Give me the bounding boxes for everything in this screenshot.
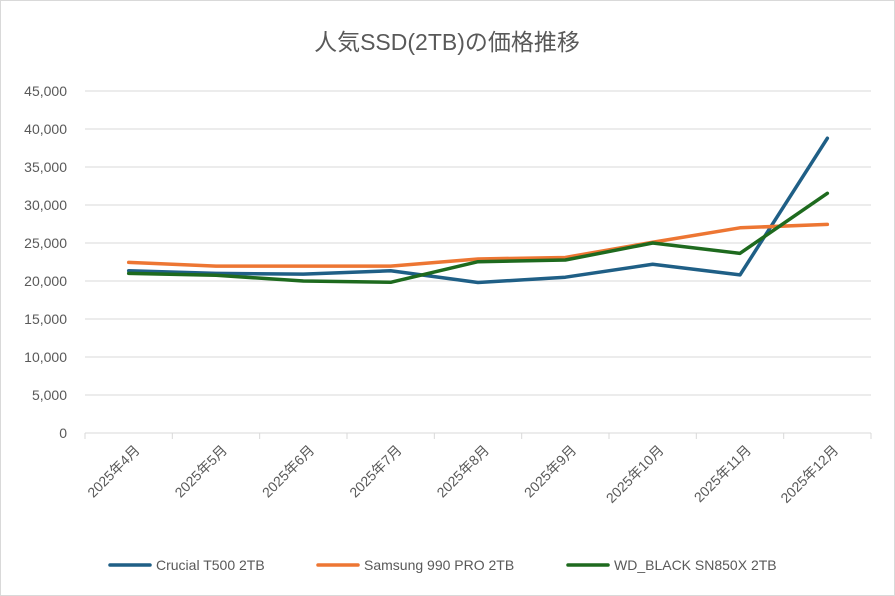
y-tick-label: 15,000 [24,311,67,327]
x-tick-label: 2025年6月 [259,442,318,501]
series-line-1 [126,222,830,268]
legend-label: Samsung 990 PRO 2TB [364,557,514,573]
chart-title: 人気SSD(2TB)の価格推移 [314,29,580,55]
legend-label: WD_BLACK SN850X 2TB [614,557,777,573]
series-line-2 [126,191,830,285]
y-tick-label: 30,000 [24,197,67,213]
legend-label: Crucial T500 2TB [156,557,265,573]
x-tick-label: 2025年10月 [603,442,667,506]
y-tick-label: 40,000 [24,121,67,137]
y-tick-label: 20,000 [24,273,67,289]
x-tick-label: 2025年12月 [777,442,841,506]
x-tick-label: 2025年7月 [346,442,405,501]
y-tick-label: 5,000 [32,387,67,403]
x-tick-label: 2025年8月 [433,442,492,501]
y-tick-label: 0 [59,425,67,441]
y-tick-label: 35,000 [24,159,67,175]
y-tick-label: 25,000 [24,235,67,251]
x-tick-label: 2025年4月 [84,442,143,501]
x-tick-label: 2025年5月 [171,442,230,501]
y-tick-label: 10,000 [24,349,67,365]
x-tick-label: 2025年11月 [691,442,754,505]
x-tick-label: 2025年9月 [521,442,580,501]
y-tick-label: 45,000 [24,83,67,99]
